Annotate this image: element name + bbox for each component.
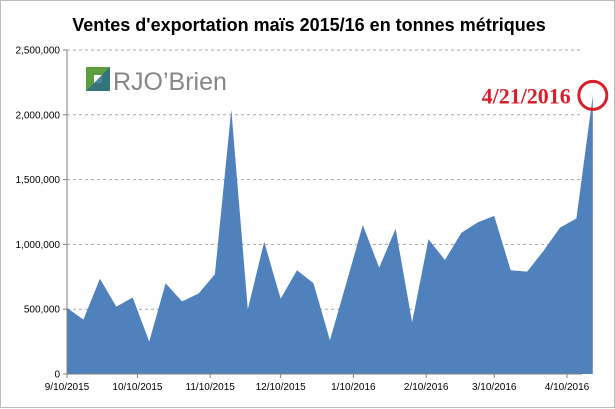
rjobrien-logo-mark	[86, 67, 110, 91]
rjobrien-logo: RJO’Brien	[86, 67, 227, 96]
x-tick-label-0: 9/10/2015	[45, 382, 90, 393]
x-tick-label-1: 10/10/2015	[112, 382, 162, 393]
callout-layer: 4/21/2016	[482, 81, 607, 109]
x-tick-label-6: 3/10/2016	[472, 382, 517, 393]
series-area	[67, 95, 593, 374]
area-layer	[67, 95, 593, 374]
x-tick-label-2: 11/10/2015	[186, 382, 236, 393]
x-tick-label-5: 2/10/2016	[404, 382, 449, 393]
rjobrien-logo-text: RJO’Brien	[113, 68, 227, 96]
y-tick-label-0: 0	[54, 370, 60, 381]
y-tick-label-4: 2,000,000	[16, 110, 61, 121]
y-tick-label-1: 500,000	[24, 305, 61, 316]
callout-label: 4/21/2016	[482, 83, 571, 108]
chart-title: Ventes d'exportation maïs 2015/16 en ton…	[72, 15, 545, 35]
x-tick-label-4: 1/10/2016	[331, 382, 376, 393]
y-tick-label-5: 2,500,000	[16, 46, 61, 57]
x-tick-label-3: 12/10/2015	[256, 382, 306, 393]
x-tick-label-7: 4/10/2016	[545, 382, 590, 393]
y-tick-label-3: 1,500,000	[16, 175, 61, 186]
y-tick-label-2: 1,000,000	[16, 240, 61, 251]
